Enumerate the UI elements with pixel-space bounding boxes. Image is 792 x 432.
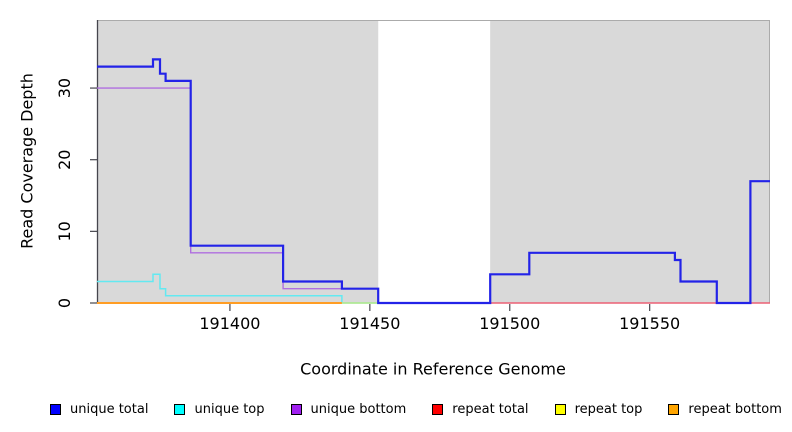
- legend-item-repeat-bottom: repeat bottom: [668, 402, 782, 417]
- legend-label: unique bottom: [310, 401, 407, 417]
- y-tick-label: 30: [55, 78, 74, 98]
- legend-swatch-repeat-bottom: [668, 403, 680, 415]
- legend-swatch-unique-bottom: [290, 403, 302, 415]
- legend-swatch-repeat-total: [432, 403, 444, 415]
- y-tick-label: 10: [55, 221, 74, 241]
- x-tick-label: 191450: [339, 314, 400, 333]
- legend: unique total unique top unique bottom repea…: [50, 399, 782, 419]
- legend-swatch-repeat-top: [554, 403, 566, 415]
- legend-swatch-unique-total: [50, 403, 61, 415]
- x-tick-label: 191400: [199, 314, 260, 333]
- legend-item-repeat-total: repeat total: [432, 401, 529, 417]
- series-line-unique-total: [97, 58, 770, 305]
- plot-border: [97, 20, 770, 303]
- legend-label: repeat top: [574, 401, 643, 417]
- legend-label: repeat bottom: [688, 401, 782, 417]
- legend-item-unique-top: unique top: [174, 401, 265, 417]
- legend-label: unique top: [194, 401, 265, 417]
- legend-swatch-unique-top: [174, 403, 186, 415]
- x-tick-label: 191500: [479, 314, 540, 333]
- y-tick-label: 20: [55, 150, 74, 170]
- legend-item-unique-total: unique total: [50, 402, 148, 417]
- legend-item-repeat-top: repeat top: [554, 401, 643, 417]
- x-tick-label: 191550: [619, 314, 680, 333]
- series-line-unique-top: [97, 273, 379, 304]
- y-tick-label: 0: [55, 298, 74, 308]
- legend-label: unique total: [70, 401, 149, 417]
- legend-item-unique-bottom: unique bottom: [290, 401, 407, 417]
- legend-label: repeat total: [452, 401, 529, 417]
- masked-region: [378, 21, 491, 303]
- x-axis-title: Coordinate in Reference Genome: [300, 359, 566, 379]
- y-axis-title: Read Coverage Depth: [17, 73, 37, 249]
